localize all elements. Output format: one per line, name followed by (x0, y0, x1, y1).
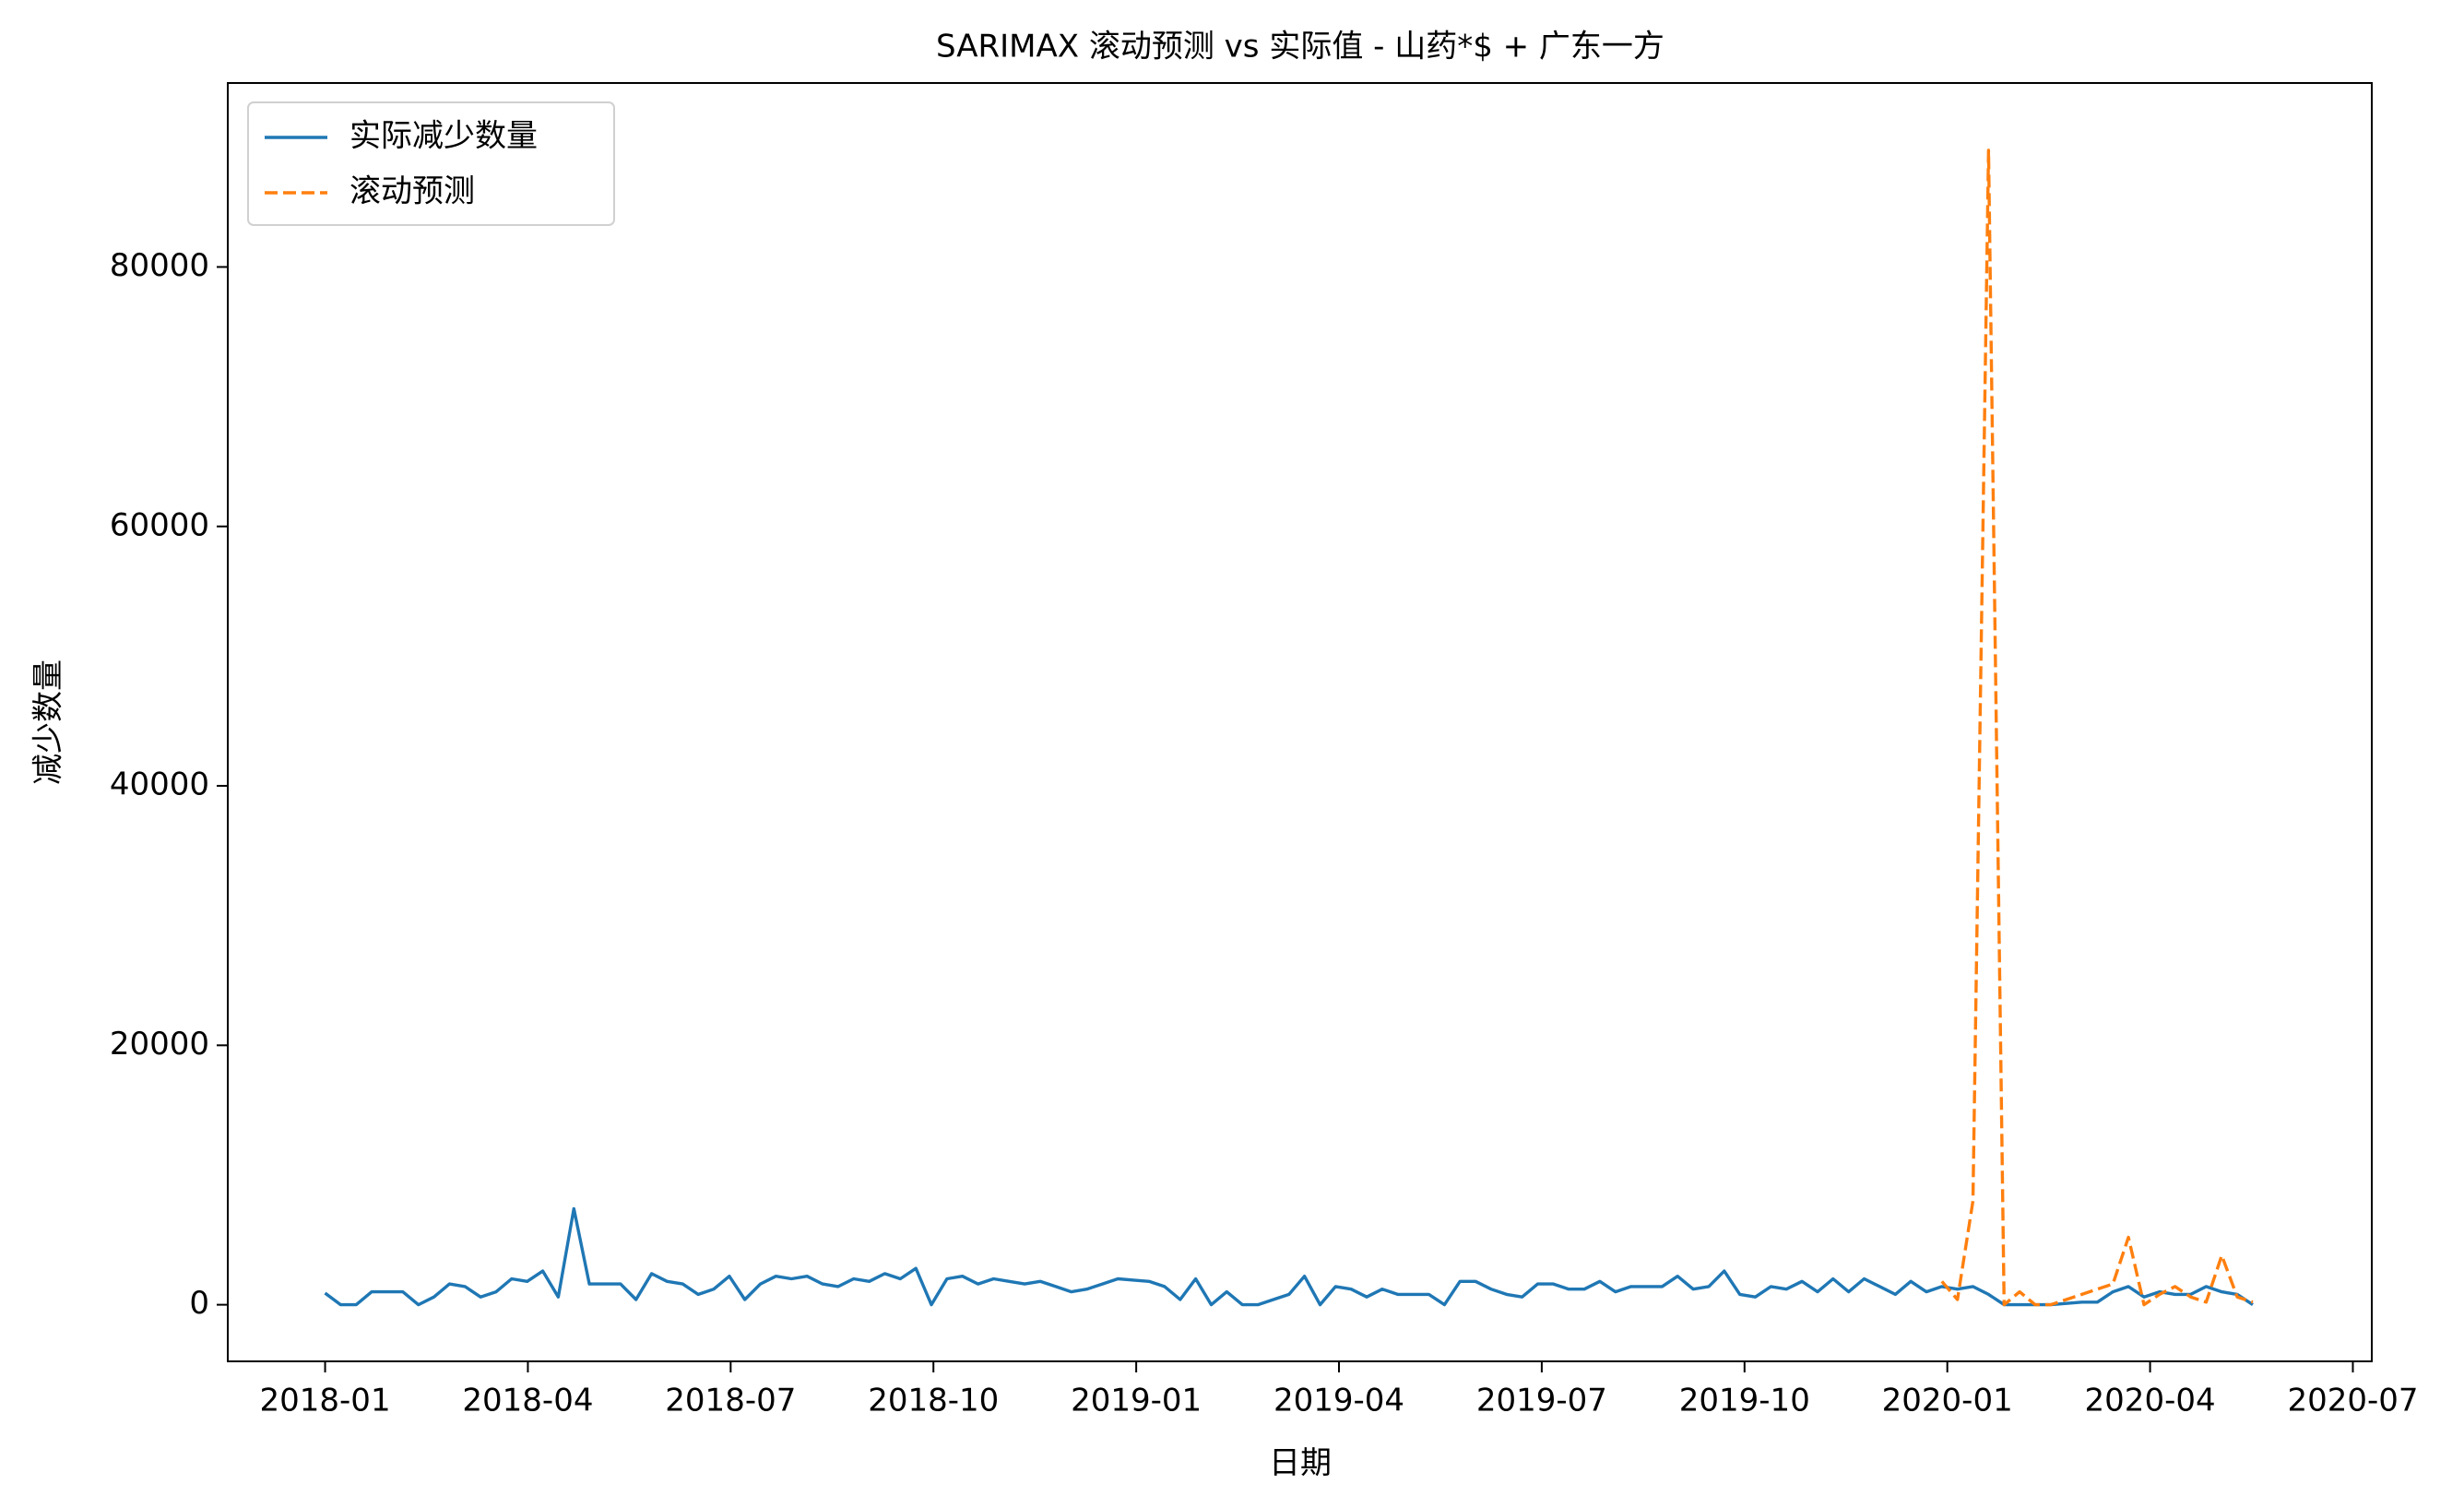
x-tick-label: 2019-07 (1476, 1383, 1607, 1419)
plot-frame (227, 82, 2373, 1362)
x-tick-label: 2018-04 (462, 1383, 593, 1419)
y-tick-label: 0 (189, 1285, 209, 1322)
chart-title: SARIMAX 滚动预测 vs 实际值 - 山药*$ + 广东一方 (936, 29, 1664, 65)
x-axis-label: 日期 (1269, 1445, 1332, 1482)
x-tick-label: 2018-07 (665, 1383, 796, 1419)
legend-label: 滚动预测 (349, 173, 475, 210)
x-tick-label: 2019-01 (1071, 1383, 1202, 1419)
y-axis-label: 减少数量 (30, 659, 67, 785)
legend-box (247, 101, 615, 226)
series-line (1940, 148, 2254, 1307)
legend-label: 实际减少数量 (349, 118, 538, 155)
x-tick-label: 2018-01 (260, 1383, 391, 1419)
x-tick-label: 2019-04 (1273, 1383, 1404, 1419)
x-tick-label: 2018-10 (868, 1383, 999, 1419)
x-tick-label: 2020-01 (1882, 1383, 2013, 1419)
y-tick-label: 20000 (110, 1026, 209, 1063)
x-tick-label: 2019-10 (1679, 1383, 1810, 1419)
y-tick-label: 40000 (110, 766, 209, 803)
series-line (324, 1206, 2254, 1307)
y-tick-label: 80000 (110, 247, 209, 284)
y-tick-label: 60000 (110, 506, 209, 543)
x-tick-label: 2020-07 (2287, 1383, 2418, 1419)
x-tick-label: 2020-04 (2085, 1383, 2216, 1419)
